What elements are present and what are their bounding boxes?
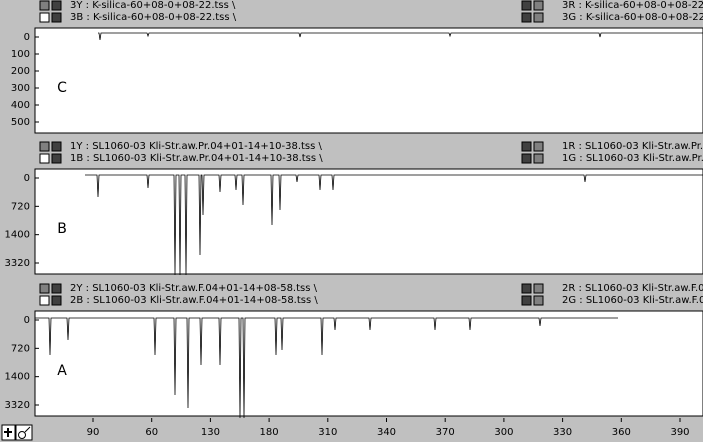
trace-label: 1G : SL1060-03 Kli-Str.aw.Pr.04+0+1	[562, 153, 703, 164]
trace-label: 3R : K-silica-60+08-0+08-22.tss	[562, 0, 703, 11]
plot-area	[34, 27, 703, 134]
trace-label: 1R : SL1060-03 Kli-Str.aw.Pr.04+0+1	[562, 141, 703, 152]
y-tick-label: 3320	[5, 400, 30, 411]
trace-label: 2G : SL1060-03 Kli-Str.aw.F.04+01	[562, 295, 703, 306]
trace-label: 2Y : SL1060-03 Kli-Str.aw.F.04+01-14+08-…	[70, 283, 318, 294]
trace-toggle[interactable]	[533, 141, 544, 152]
x-tick-label: 310	[318, 427, 337, 438]
y-tick-label: 400	[11, 100, 30, 111]
y-tick-label: 3320	[5, 258, 30, 269]
trace-toggle[interactable]	[51, 295, 62, 306]
x-tick-label: 360	[612, 427, 631, 438]
y-tick-label: 500	[11, 117, 30, 128]
trace-toggle[interactable]	[533, 12, 544, 23]
trace-toggle[interactable]	[521, 153, 532, 164]
x-tick-label: 300	[494, 427, 513, 438]
trace-toggle[interactable]	[39, 12, 50, 23]
trace-toggle[interactable]	[51, 12, 62, 23]
panel-label: B	[57, 221, 67, 237]
trace-label: 3B : K-silica-60+08-0+08-22.tss \	[70, 12, 237, 23]
trace-label: 3G : K-silica-60+08-0+08-22.tss	[562, 12, 703, 23]
toolbar	[1, 424, 33, 441]
panel-label: A	[57, 363, 67, 379]
cross-icon	[4, 428, 12, 437]
trace-label: 1B : SL1060-03 Kli-Str.aw.Pr.04+01-14+10…	[70, 153, 323, 164]
y-tick-label: 100	[11, 49, 30, 60]
spectrum-trace	[98, 32, 703, 41]
trace-toggle[interactable]	[533, 283, 544, 294]
y-tick-label: 300	[11, 83, 30, 94]
y-tick-label: 1400	[5, 372, 30, 383]
x-tick-label: 130	[201, 427, 220, 438]
x-tick-label: 340	[377, 427, 396, 438]
trace-toggle[interactable]	[39, 295, 50, 306]
trace-label: 2B : SL1060-03 Kli-Str.aw.F.04+01-14+08-…	[70, 295, 318, 306]
x-tick-label: 90	[87, 427, 100, 438]
trace-toggle[interactable]	[39, 0, 50, 11]
trace-toggle[interactable]	[51, 153, 62, 164]
trace-label: 1Y : SL1060-03 Kli-Str.aw.Pr.04+01-14+10…	[70, 141, 323, 152]
trace-toggle[interactable]	[533, 0, 544, 11]
trace-toggle[interactable]	[533, 153, 544, 164]
trace-toggle[interactable]	[39, 283, 50, 294]
panel: 3Y : K-silica-60+08-0+08-22.tss \ 3R : K-…	[11, 0, 703, 134]
trace-toggle[interactable]	[521, 12, 532, 23]
spectrum-trace	[35, 317, 618, 419]
trace-toggle[interactable]	[521, 0, 532, 11]
x-tick-label: 60	[145, 427, 158, 438]
trace-toggle[interactable]	[51, 141, 62, 152]
trace-toggle[interactable]	[39, 141, 50, 152]
x-tick-label: 390	[670, 427, 689, 438]
panel-label: C	[57, 80, 67, 96]
panel: 2Y : SL1060-03 Kli-Str.aw.F.04+01-14+08-…	[5, 283, 703, 419]
trace-label: 2R : SL1060-03 Kli-Str.aw.F.04+01	[562, 283, 703, 294]
x-tick-label: 370	[436, 427, 455, 438]
y-tick-label: 0	[24, 32, 30, 43]
trace-toggle[interactable]	[521, 283, 532, 294]
trace-toggle[interactable]	[533, 295, 544, 306]
spectrum-trace	[85, 174, 703, 276]
y-tick-label: 0	[24, 173, 30, 184]
y-tick-label: 1400	[5, 230, 30, 241]
y-tick-label: 720	[11, 201, 30, 212]
plot-area	[34, 310, 703, 417]
y-tick-label: 200	[11, 66, 30, 77]
x-tick-label: 180	[260, 427, 279, 438]
trace-toggle[interactable]	[521, 295, 532, 306]
y-tick-label: 720	[11, 343, 30, 354]
trace-label: 3Y : K-silica-60+08-0+08-22.tss \	[70, 0, 236, 11]
trace-toggle[interactable]	[51, 283, 62, 294]
x-tick-label: 330	[553, 427, 572, 438]
trace-toggle[interactable]	[39, 153, 50, 164]
zoom-handle	[24, 426, 31, 433]
panel: 1Y : SL1060-03 Kli-Str.aw.Pr.04+01-14+10…	[5, 141, 703, 276]
y-tick-label: 0	[24, 315, 30, 326]
trace-toggle[interactable]	[51, 0, 62, 11]
trace-toggle[interactable]	[521, 141, 532, 152]
zoom-icon	[18, 431, 26, 439]
plot-area	[34, 168, 703, 275]
